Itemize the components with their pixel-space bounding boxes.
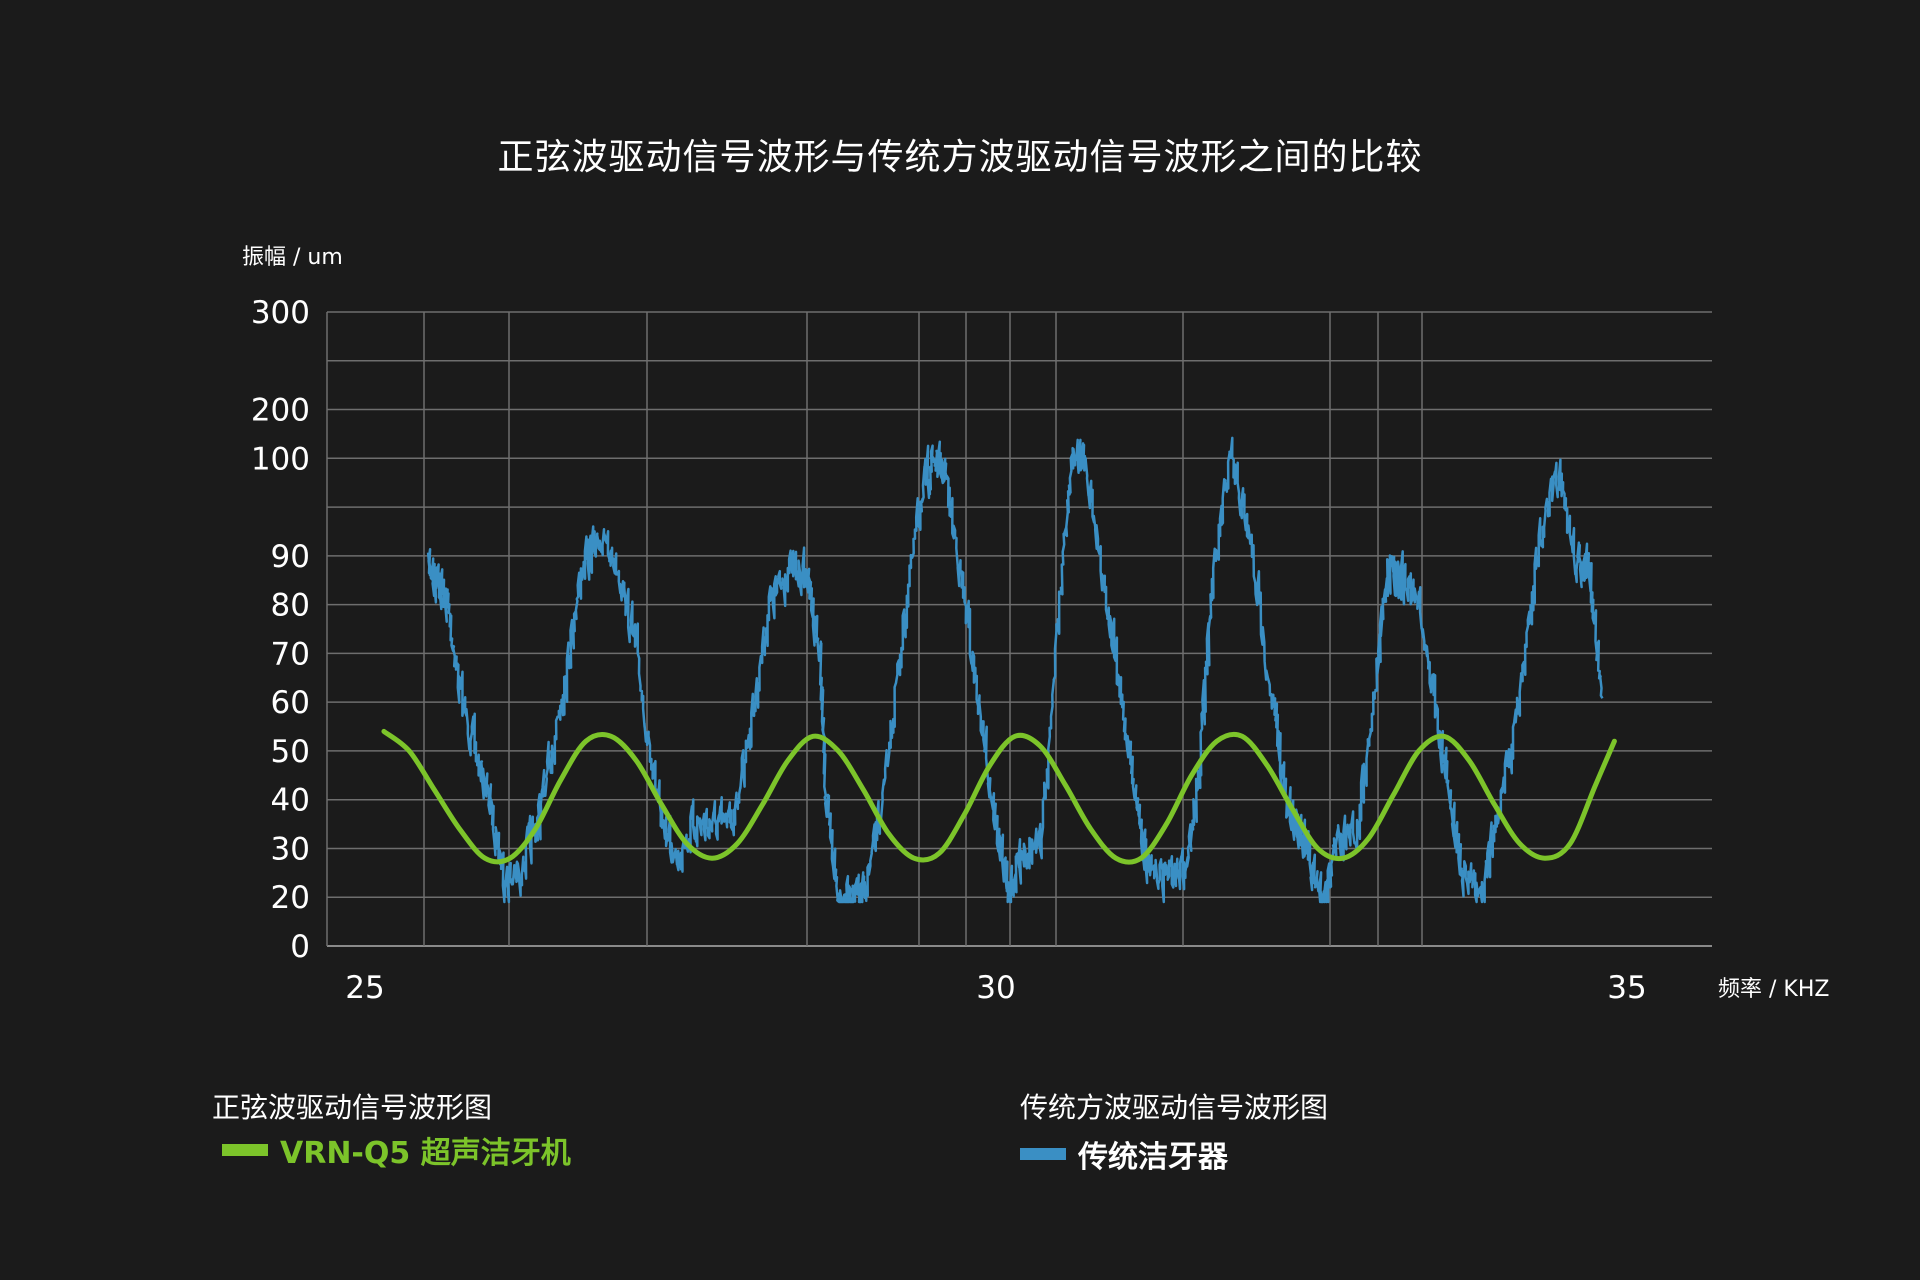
legend-swatch-green bbox=[222, 1144, 268, 1156]
x-tick-labels: 25 30 35 bbox=[345, 970, 1646, 1006]
y-tick-label: 300 bbox=[251, 295, 310, 331]
x-axis-label: 频率 / KHZ bbox=[1718, 977, 1829, 1002]
y-tick-label: 20 bbox=[271, 880, 310, 916]
y-tick-labels: 0 20 30 40 50 60 70 80 90 100 200 300 bbox=[251, 295, 310, 965]
y-tick-label: 70 bbox=[271, 636, 310, 672]
legend-label-vrn-q5: VRN-Q5 超声洁牙机 bbox=[280, 1136, 571, 1171]
series-line-vrn-q5 bbox=[381, 728, 1617, 865]
legend-item-traditional: 传统洁牙器 bbox=[1020, 1132, 1228, 1176]
grid bbox=[326, 311, 1712, 947]
y-axis-label: 振幅 / um bbox=[242, 245, 343, 270]
y-tick-label: 50 bbox=[271, 734, 310, 770]
chart-title: 正弦波驱动信号波形与传统方波驱动信号波形之间的比较 bbox=[497, 137, 1423, 178]
y-tick-label: 0 bbox=[290, 929, 310, 965]
y-tick-label: 60 bbox=[271, 685, 310, 721]
y-tick-label: 90 bbox=[271, 539, 310, 575]
legend-item-vrn-q5: VRN-Q5 超声洁牙机 bbox=[222, 1128, 571, 1172]
legend-label-traditional: 传统洁牙器 bbox=[1078, 1140, 1228, 1175]
y-tick-label: 200 bbox=[251, 393, 310, 429]
legend-right-heading: 传统方波驱动信号波形图 bbox=[1020, 1091, 1329, 1124]
legend-left-heading: 正弦波驱动信号波形图 bbox=[212, 1091, 493, 1124]
series-layer bbox=[381, 436, 1617, 904]
y-tick-label: 100 bbox=[251, 441, 310, 477]
y-tick-label: 40 bbox=[271, 783, 310, 819]
y-tick-label: 80 bbox=[271, 588, 310, 624]
x-tick-label: 30 bbox=[976, 970, 1015, 1006]
series-line-traditional bbox=[426, 436, 1604, 904]
legend-swatch-blue bbox=[1020, 1148, 1066, 1160]
y-tick-label: 30 bbox=[271, 831, 310, 867]
x-tick-label: 25 bbox=[345, 970, 384, 1006]
x-tick-label: 35 bbox=[1607, 970, 1646, 1006]
